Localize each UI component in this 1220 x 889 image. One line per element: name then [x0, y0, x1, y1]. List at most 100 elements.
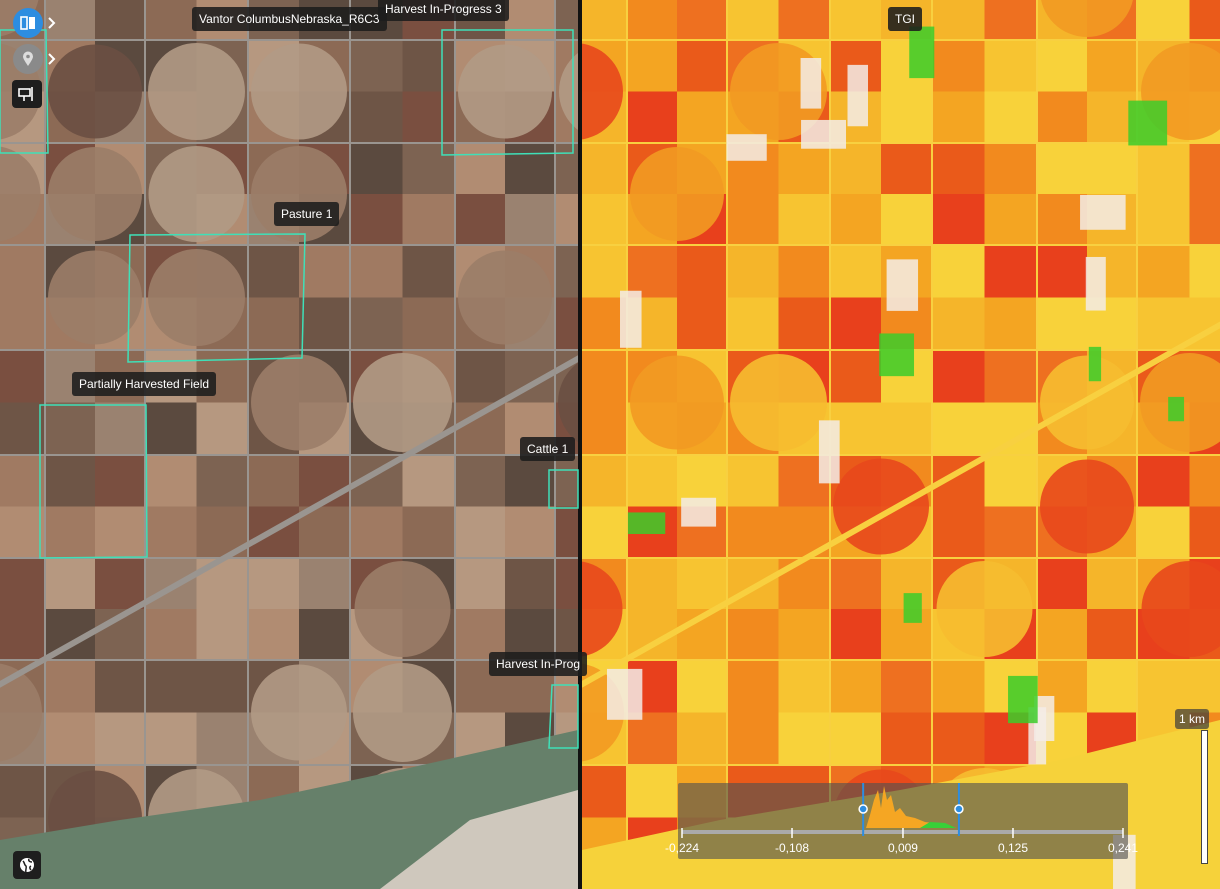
field — [932, 194, 985, 245]
vegetation-patch — [627, 512, 666, 534]
field — [145, 609, 197, 660]
field-label[interactable]: Partially Harvested Field — [72, 372, 217, 396]
layer-button[interactable] — [12, 80, 42, 108]
field — [830, 350, 881, 403]
pivot-field — [353, 353, 452, 452]
field — [830, 558, 881, 609]
field — [1137, 245, 1190, 298]
field — [455, 194, 505, 245]
field-label[interactable]: Cattle 1 — [520, 437, 576, 461]
field — [455, 350, 505, 403]
pivot-field — [0, 146, 41, 242]
field — [505, 143, 555, 194]
field — [145, 660, 197, 713]
histogram-shape — [920, 822, 956, 828]
field — [1037, 91, 1087, 143]
field — [932, 297, 985, 350]
field — [505, 558, 555, 609]
field-outline[interactable] — [548, 684, 579, 749]
globe-button[interactable] — [13, 851, 41, 879]
field — [0, 558, 45, 609]
field — [0, 297, 45, 350]
split-divider[interactable] — [578, 0, 582, 889]
field — [932, 91, 985, 143]
field — [778, 194, 830, 245]
field — [778, 558, 830, 609]
field-outline[interactable] — [548, 469, 579, 509]
pivot-field — [148, 43, 245, 140]
field — [299, 297, 350, 350]
field — [145, 455, 197, 507]
field — [1189, 143, 1220, 194]
field — [402, 245, 455, 298]
field — [145, 506, 197, 558]
field — [727, 455, 779, 507]
field — [984, 0, 1037, 40]
vegetation-patch — [1088, 346, 1102, 382]
field — [1137, 455, 1190, 507]
compare-button[interactable] — [13, 8, 43, 38]
field — [1037, 297, 1087, 350]
field-label[interactable]: Pasture 1 — [274, 202, 340, 226]
field — [1037, 143, 1087, 194]
field — [455, 558, 505, 609]
index-title: TGI — [888, 7, 922, 31]
field — [95, 558, 145, 609]
field — [455, 143, 505, 194]
pivot-field — [1041, 0, 1133, 37]
field — [1189, 660, 1220, 713]
histogram-panel: -0,224 -0,108 0,009 0,125 0,241 — [665, 783, 1138, 859]
field — [727, 245, 779, 298]
field — [582, 765, 627, 818]
field — [582, 143, 627, 194]
expand-arrow[interactable] — [47, 16, 57, 30]
field — [677, 40, 727, 92]
field — [932, 350, 985, 403]
field — [1137, 0, 1190, 40]
field — [1137, 506, 1190, 558]
field — [727, 0, 779, 40]
field-outline[interactable] — [127, 233, 306, 363]
field — [248, 245, 299, 298]
field — [932, 506, 985, 558]
field — [0, 455, 45, 507]
field — [1189, 0, 1220, 40]
vegetation-patch — [903, 593, 922, 623]
field-label[interactable]: Harvest In-Progress 3 — [378, 0, 509, 21]
tick-label: -0,224 — [665, 841, 699, 855]
field — [830, 194, 881, 245]
field — [350, 506, 403, 558]
tick-label: -0,108 — [775, 841, 809, 855]
field — [984, 506, 1037, 558]
field — [1189, 506, 1220, 558]
highway — [0, 355, 578, 688]
field-outline[interactable] — [39, 404, 148, 559]
pivot-field — [48, 44, 142, 139]
field — [1037, 194, 1087, 245]
bare-soil-patch — [1080, 194, 1126, 230]
expand-arrow[interactable] — [47, 52, 57, 66]
field — [455, 402, 505, 455]
field — [1189, 245, 1220, 298]
pivot-field — [251, 664, 347, 761]
field — [830, 712, 881, 765]
field — [1037, 558, 1087, 609]
field — [350, 91, 403, 143]
field — [196, 558, 248, 609]
field-outline[interactable] — [441, 29, 574, 156]
field — [299, 558, 350, 609]
field-label[interactable]: Harvest In-Prog — [489, 652, 588, 676]
field — [830, 245, 881, 298]
tick-label: 0,009 — [888, 841, 918, 855]
range-handle[interactable] — [858, 804, 868, 814]
field — [830, 0, 881, 40]
field — [45, 712, 95, 765]
pivot-field — [833, 458, 929, 555]
field — [505, 609, 555, 660]
location-button[interactable] — [13, 44, 43, 74]
range-handle[interactable] — [954, 804, 964, 814]
field — [677, 91, 727, 143]
field — [881, 194, 932, 245]
field — [830, 297, 881, 350]
pivot-field — [582, 43, 623, 140]
